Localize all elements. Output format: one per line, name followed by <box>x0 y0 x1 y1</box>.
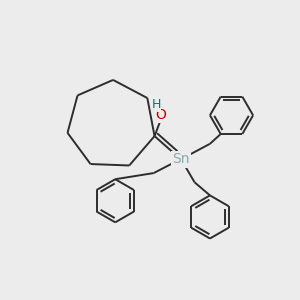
Text: Sn: Sn <box>172 152 190 166</box>
Text: O: O <box>155 108 166 122</box>
Text: H: H <box>152 98 161 111</box>
